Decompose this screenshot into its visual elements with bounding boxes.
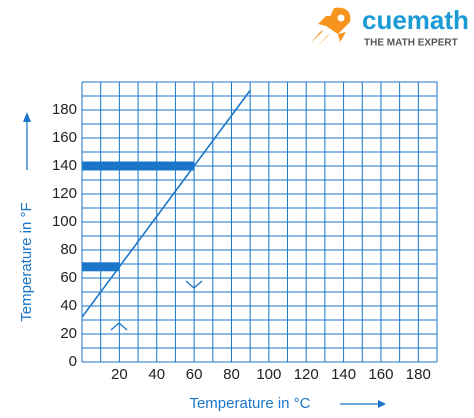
y-tick-label: 140 (52, 157, 77, 174)
reading-bar (82, 262, 120, 272)
x-tick-label: 160 (368, 366, 393, 383)
y-tick-label: 20 (60, 325, 77, 342)
x-tick-label: 140 (331, 366, 356, 383)
logo-name: cuemath (362, 5, 469, 35)
y-tick-label: 40 (60, 297, 77, 314)
y-tick-label: 60 (60, 269, 77, 286)
x-tick-label: 20 (111, 366, 128, 383)
y-tick-label: 100 (52, 213, 77, 230)
rocket-icon (326, 7, 351, 34)
rocket-flame (310, 30, 330, 46)
x-axis-label: Temperature in °C (189, 395, 310, 412)
x-tick-label: 180 (406, 366, 431, 383)
y-axis-arrowhead (23, 112, 31, 122)
y-tick-label: 180 (52, 101, 77, 118)
y-tick-label: 80 (60, 241, 77, 258)
x-tick-label: 40 (148, 366, 165, 383)
data-line (81, 89, 251, 318)
y-tick-label: 120 (52, 185, 77, 202)
y-tick-label: 0 (69, 353, 77, 370)
logo: cuemath THE MATH EXPERT (310, 5, 469, 49)
logo-tagline: THE MATH EXPERT (364, 38, 458, 49)
x-tick-label: 120 (294, 366, 319, 383)
rocket-fins (318, 16, 346, 42)
x-tick-label: 60 (186, 366, 203, 383)
rocket-window (337, 14, 345, 22)
x-tick-label: 100 (256, 366, 281, 383)
x-axis-arrowhead (378, 400, 386, 408)
y-axis-label: Temperature in °F (18, 202, 35, 321)
y-tick-label: 160 (52, 129, 77, 146)
x-tick-label: 80 (223, 366, 240, 383)
reading-bar (82, 161, 195, 171)
